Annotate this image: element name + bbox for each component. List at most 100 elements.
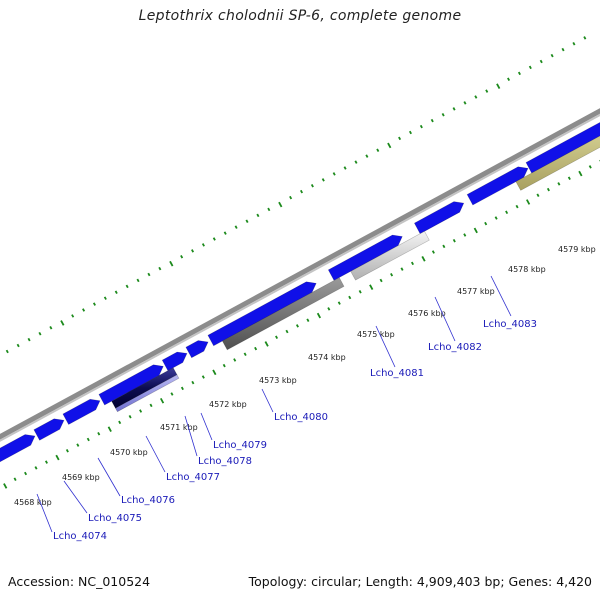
- reverse-gene-2[interactable]: [221, 277, 345, 351]
- gene-label[interactable]: Lcho_4074: [53, 531, 107, 542]
- forward-gene-7[interactable]: [327, 234, 403, 281]
- tick-mark: [441, 113, 445, 117]
- tick-mark: [505, 210, 509, 215]
- reverse-gene-4[interactable]: [515, 115, 600, 191]
- gene-label[interactable]: Lcho_4075: [88, 513, 142, 524]
- tick-mark: [125, 284, 129, 289]
- tick-mark: [289, 195, 293, 200]
- tick-mark: [507, 77, 511, 81]
- tick-mark: [408, 130, 412, 135]
- tick-mark: [38, 331, 42, 336]
- tick-mark: [310, 184, 314, 188]
- scale-label: 4575 kbp: [357, 330, 395, 339]
- tick-mark: [34, 466, 38, 470]
- tick-mark: [365, 154, 369, 158]
- tick-mark: [376, 148, 380, 153]
- map-title: Leptothrix cholodnii SP-6, complete geno…: [138, 8, 462, 24]
- tick-mark: [191, 380, 195, 385]
- tick-mark: [526, 199, 531, 205]
- tick-mark: [410, 261, 414, 266]
- backbone-line-0: [0, 108, 600, 440]
- tick-mark: [557, 182, 561, 186]
- gene-label[interactable]: Lcho_4078: [198, 456, 252, 467]
- tick-mark: [536, 193, 540, 198]
- forward-gene-9[interactable]: [466, 166, 529, 206]
- tick-mark: [343, 166, 347, 170]
- gene-label-leader: [36, 493, 53, 533]
- gene-label[interactable]: Lcho_4081: [370, 368, 424, 379]
- tick-mark: [212, 237, 216, 241]
- tick-mark: [159, 397, 165, 404]
- tick-mark: [212, 369, 217, 376]
- tick-mark: [561, 47, 565, 52]
- gene-label-leader: [375, 325, 396, 368]
- tick-mark: [169, 260, 174, 267]
- tick-mark: [13, 477, 17, 481]
- tick-mark: [49, 326, 53, 330]
- tick-mark: [264, 341, 269, 347]
- outer-tick-ring: [5, 36, 587, 354]
- tick-mark: [354, 160, 358, 164]
- forward-gene-2[interactable]: [62, 398, 101, 425]
- tick-mark: [583, 36, 587, 40]
- gene-label-leader: [184, 415, 198, 457]
- backbone-line-1: [0, 113, 600, 442]
- tick-mark: [379, 278, 383, 283]
- tick-mark: [44, 460, 48, 464]
- tick-mark: [474, 95, 478, 99]
- scale-labels: 4568 kbp 4569 kbp 4570 kbp 4571 kbp 4572 kbp…: [14, 245, 596, 507]
- gene-label[interactable]: Lcho_4082: [428, 342, 482, 353]
- tick-mark: [149, 403, 153, 408]
- tick-mark: [256, 213, 260, 218]
- gene-label[interactable]: Lcho_4076: [121, 495, 175, 506]
- gene-label[interactable]: Lcho_4083: [483, 319, 537, 330]
- tick-mark: [421, 255, 426, 262]
- tick-mark: [358, 290, 362, 294]
- tick-mark: [419, 124, 423, 129]
- tick-mark: [431, 250, 435, 254]
- reverse-strand-genes: [111, 115, 600, 413]
- forward-gene-8[interactable]: [413, 201, 465, 235]
- tick-mark: [278, 201, 283, 208]
- tick-mark: [114, 290, 118, 295]
- tick-mark: [306, 318, 310, 322]
- tick-mark: [295, 324, 299, 328]
- gene-label-leader: [97, 457, 121, 497]
- forward-gene-1[interactable]: [33, 418, 65, 441]
- tick-mark: [71, 314, 75, 318]
- forward-gene-0[interactable]: [0, 434, 36, 469]
- tick-mark: [233, 358, 237, 362]
- forward-gene-5[interactable]: [185, 340, 209, 359]
- scale-label: 4574 kbp: [308, 353, 346, 362]
- tick-mark: [201, 375, 205, 379]
- forward-gene-4[interactable]: [161, 351, 188, 372]
- tick-mark: [442, 244, 446, 249]
- gene-label[interactable]: Lcho_4079: [213, 440, 267, 451]
- genome-backbone: [0, 108, 600, 442]
- tick-mark: [588, 165, 592, 169]
- tick-mark: [390, 273, 394, 277]
- tick-mark: [567, 176, 571, 180]
- gene-label[interactable]: Lcho_4080: [274, 412, 328, 423]
- reverse-gene-3[interactable]: [350, 230, 430, 281]
- tick-mark: [118, 420, 122, 425]
- gene-label[interactable]: Lcho_4077: [166, 472, 220, 483]
- tick-mark: [139, 409, 143, 413]
- forward-gene-3[interactable]: [98, 364, 164, 406]
- tick-mark: [578, 170, 583, 177]
- scale-label: 4576 kbp: [408, 309, 446, 318]
- tick-mark: [86, 437, 90, 442]
- gene-label-leader: [145, 435, 166, 473]
- tick-mark: [82, 308, 86, 312]
- tick-mark: [572, 41, 576, 46]
- forward-gene-6[interactable]: [207, 281, 317, 347]
- gene-labels: Lcho_4074 Lcho_4075 Lcho_4076 Lcho_4077 Lcho…: [36, 275, 537, 542]
- gene-label-leader: [261, 388, 274, 413]
- reverse-gene-1[interactable]: [115, 374, 180, 413]
- scale-label: 4579 kbp: [558, 245, 596, 254]
- forward-gene-10[interactable]: [525, 108, 600, 174]
- tick-mark: [234, 225, 238, 229]
- tick-mark: [463, 233, 467, 237]
- scale-label: 4578 kbp: [508, 265, 546, 274]
